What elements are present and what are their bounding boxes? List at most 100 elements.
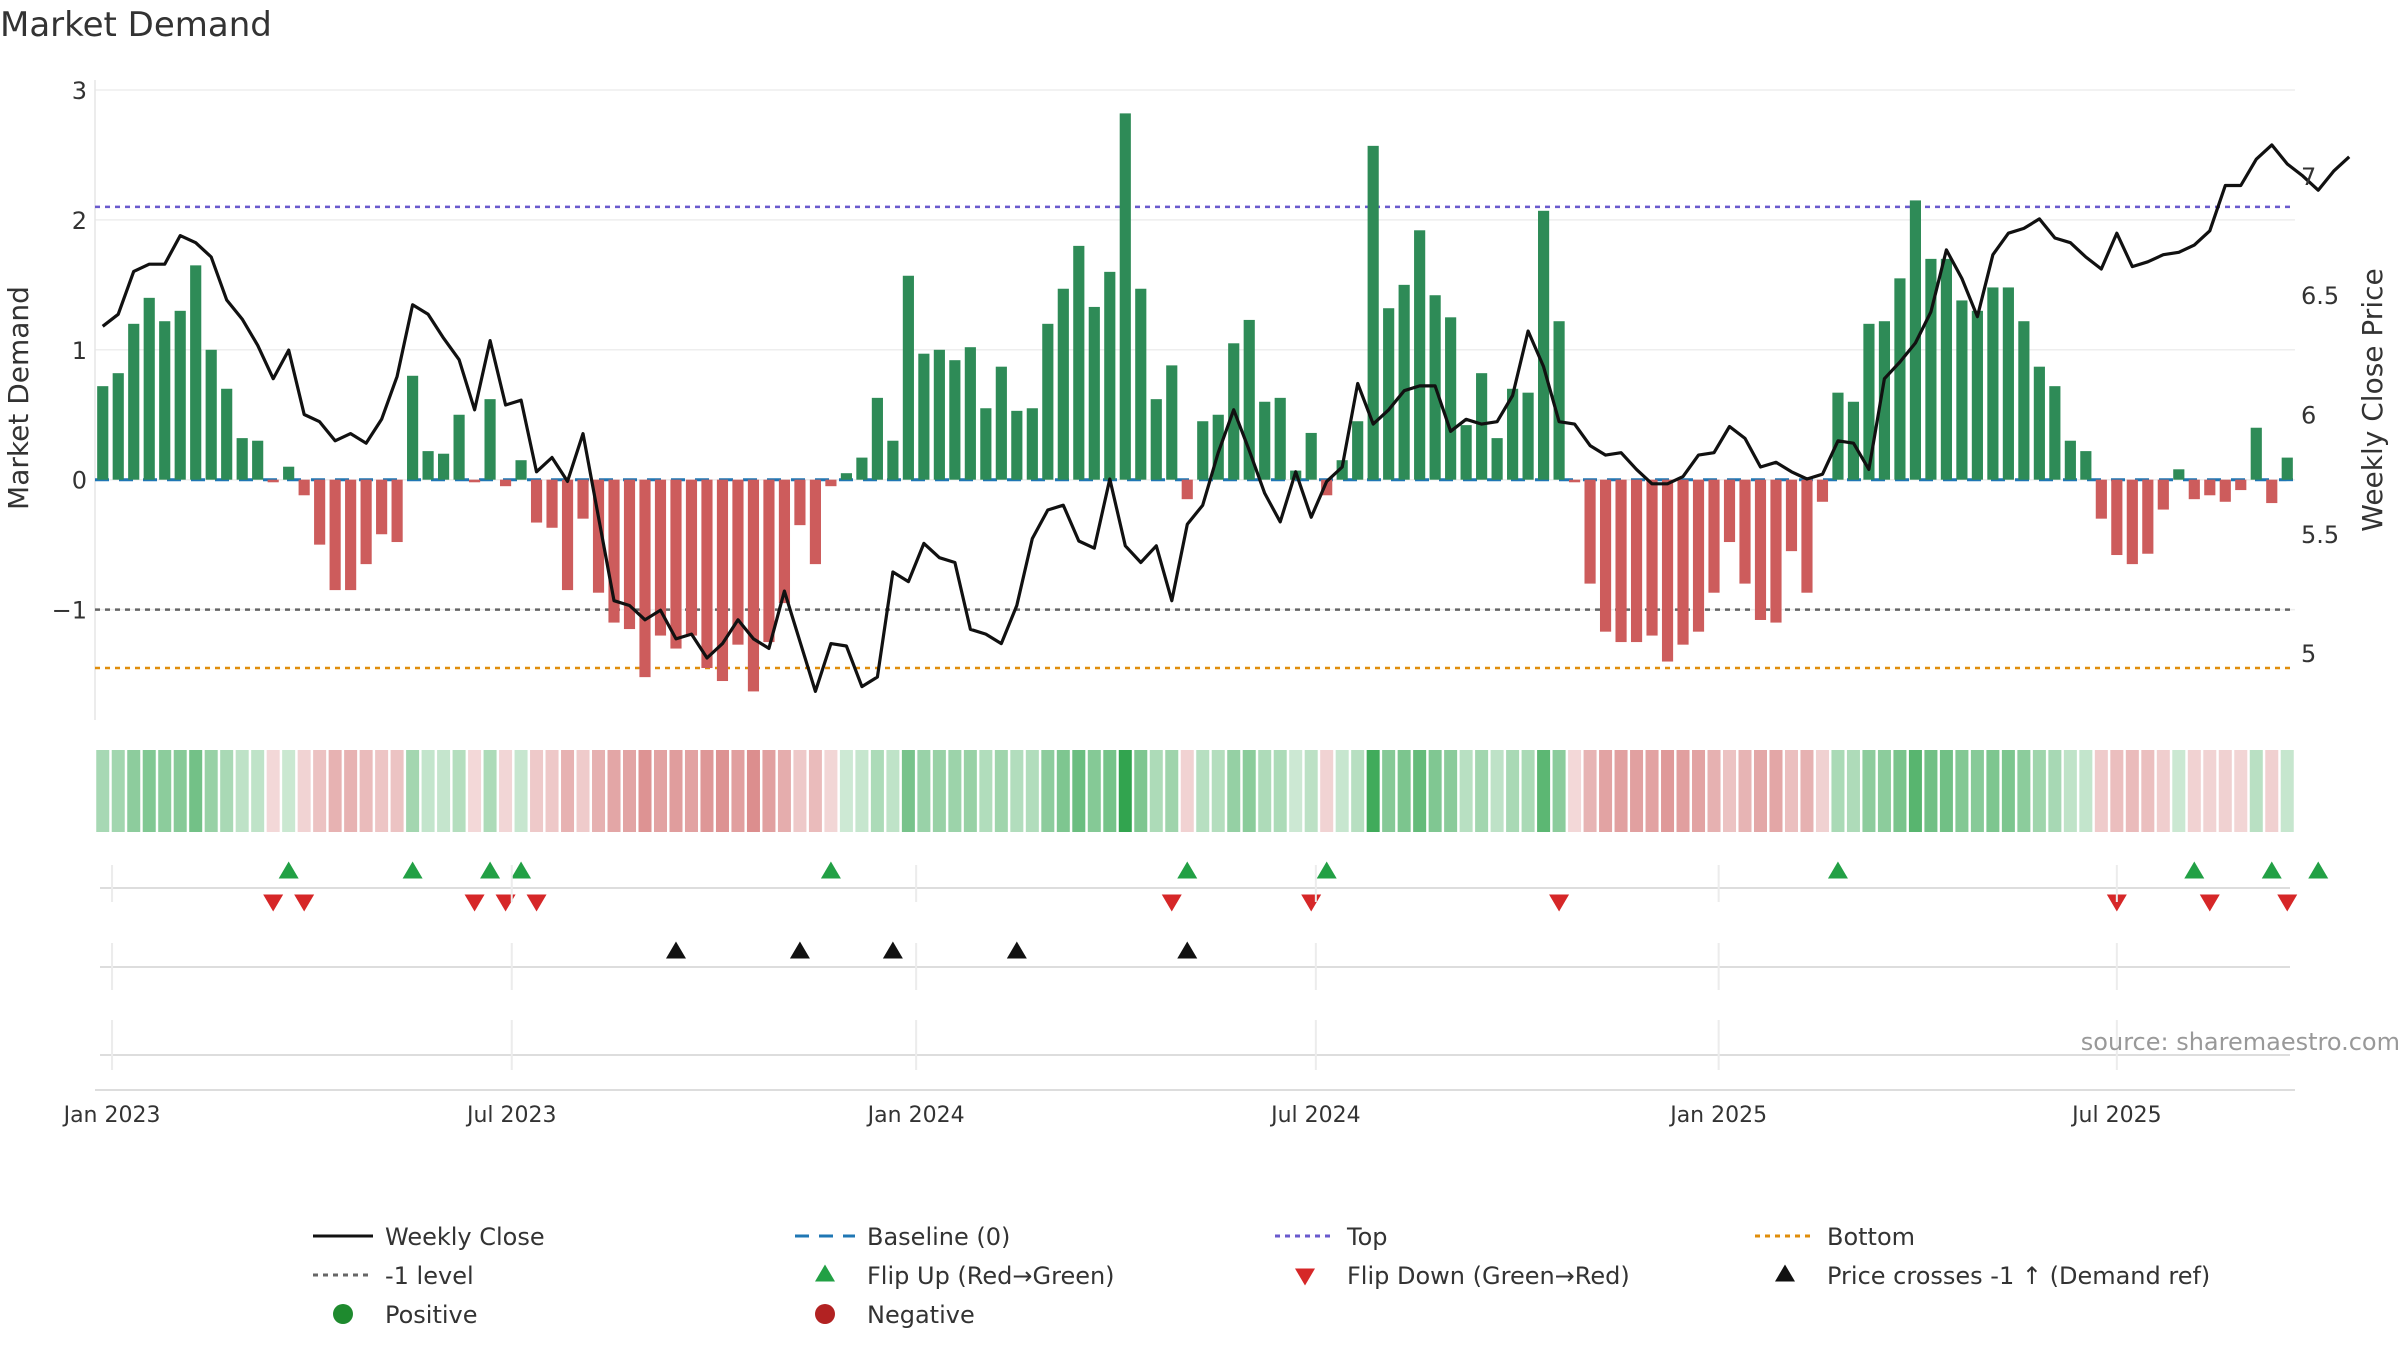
heat-cell <box>994 750 1008 832</box>
demand-bar <box>887 440 899 480</box>
heat-cell <box>1924 750 1938 832</box>
legend-label: Weekly Close <box>385 1223 545 1251</box>
demand-bar <box>1646 479 1658 636</box>
heat-cell <box>638 750 652 832</box>
demand-bar <box>2157 479 2169 510</box>
heat-cell <box>2280 750 2294 832</box>
demand-bar <box>1166 365 1178 480</box>
flip-up-marker <box>2184 861 2205 879</box>
demand-bar <box>1259 401 1271 480</box>
y2-tick-label: 7 <box>2301 163 2316 191</box>
demand-bar <box>670 479 682 649</box>
demand-bar <box>871 397 883 480</box>
flip-down-marker <box>1301 894 1322 912</box>
demand-bar <box>1491 438 1503 480</box>
demand-bar <box>1073 245 1085 480</box>
demand-bar <box>763 479 775 643</box>
demand-bar <box>530 479 543 523</box>
price-cross-marker <box>665 941 686 959</box>
demand-bar <box>1460 425 1472 480</box>
demand-bar <box>298 479 310 496</box>
heat-cell <box>2249 750 2263 832</box>
heat-cell <box>1815 750 1829 832</box>
x-tick-label: Jul 2024 <box>1269 1103 1361 1128</box>
price-cross-marker <box>1006 941 1027 959</box>
heat-cell <box>1428 750 1442 832</box>
demand-bar <box>1878 321 1891 480</box>
legend-label: Top <box>1346 1223 1388 1251</box>
demand-bar <box>1445 317 1457 480</box>
demand-bar <box>1630 479 1643 643</box>
demand-bar <box>1042 323 1054 480</box>
heat-cell <box>886 750 900 832</box>
weekly-close-line-group <box>101 143 2351 694</box>
demand-bar <box>1057 288 1069 480</box>
heat-cell <box>514 750 528 832</box>
demand-bar <box>2142 479 2154 554</box>
heat-cell <box>2079 750 2093 832</box>
y-axis-label: Market Demand <box>2 286 35 510</box>
demand-bar <box>112 373 124 480</box>
legend-label: Bottom <box>1827 1223 1915 1251</box>
demand-bar <box>407 375 419 480</box>
x-tick-label: Jul 2025 <box>2070 1103 2162 1128</box>
price-cross-marker <box>1177 941 1198 959</box>
heat-cell <box>390 750 404 832</box>
demand-heat-strip <box>96 750 2294 832</box>
heat-cell <box>1010 750 1024 832</box>
flip-down-marker <box>294 894 315 912</box>
demand-bar <box>438 453 450 480</box>
demand-bar <box>1135 288 1147 480</box>
heat-cell <box>1025 750 1039 832</box>
demand-bar <box>2111 479 2123 556</box>
flip-down-marker <box>1549 894 1570 912</box>
heat-cell <box>1475 750 1489 832</box>
heat-cell <box>545 750 559 832</box>
weekly-close-line <box>101 143 2351 694</box>
flip-up-marker <box>1316 861 1337 879</box>
left-axis-ticks: 3 2 1 0 −1 <box>52 77 87 625</box>
demand-bar <box>701 479 713 669</box>
heat-cell <box>1118 750 1132 832</box>
heat-cell <box>2156 750 2170 832</box>
source-credit: source: sharemaestro.com <box>2081 1028 2400 1056</box>
heat-cell <box>1289 750 1303 832</box>
heat-cell <box>421 750 435 832</box>
heat-cell <box>1800 750 1814 832</box>
heat-cell <box>1335 750 1349 832</box>
heat-cell <box>1366 750 1380 832</box>
demand-bar <box>778 479 791 604</box>
price-cross-markers <box>665 941 1198 959</box>
demand-bar <box>143 297 155 480</box>
demand-bar <box>2219 479 2231 502</box>
heat-cell <box>1908 750 1922 832</box>
demand-bar <box>1538 210 1550 480</box>
heat-cell <box>375 750 389 832</box>
heat-cell <box>917 750 931 832</box>
heat-cell <box>1211 750 1225 832</box>
demand-bar <box>1599 479 1612 632</box>
demand-bar <box>1119 113 1131 480</box>
demand-bar <box>345 479 357 591</box>
heat-cell <box>1149 750 1163 832</box>
heat-cell <box>870 750 884 832</box>
legend-label: Baseline (0) <box>867 1223 1010 1251</box>
heat-cell <box>901 750 915 832</box>
demand-bar <box>267 479 279 483</box>
heat-cell <box>777 750 791 832</box>
heat-cell <box>592 750 606 832</box>
y-tick-label: 3 <box>72 77 87 105</box>
heat-cell <box>623 750 637 832</box>
heat-cell <box>328 750 342 832</box>
heat-cell <box>1382 750 1396 832</box>
heat-cell <box>2234 750 2248 832</box>
demand-bar <box>561 479 574 591</box>
heat-cell <box>1599 750 1613 832</box>
demand-bar <box>1243 319 1255 480</box>
demand-bar <box>933 349 945 480</box>
heat-cell <box>653 750 667 832</box>
demand-bar <box>1321 479 1333 496</box>
demand-bar <box>2204 479 2216 496</box>
demand-bar <box>2188 479 2200 500</box>
y2-tick-label: 6.5 <box>2301 282 2339 310</box>
